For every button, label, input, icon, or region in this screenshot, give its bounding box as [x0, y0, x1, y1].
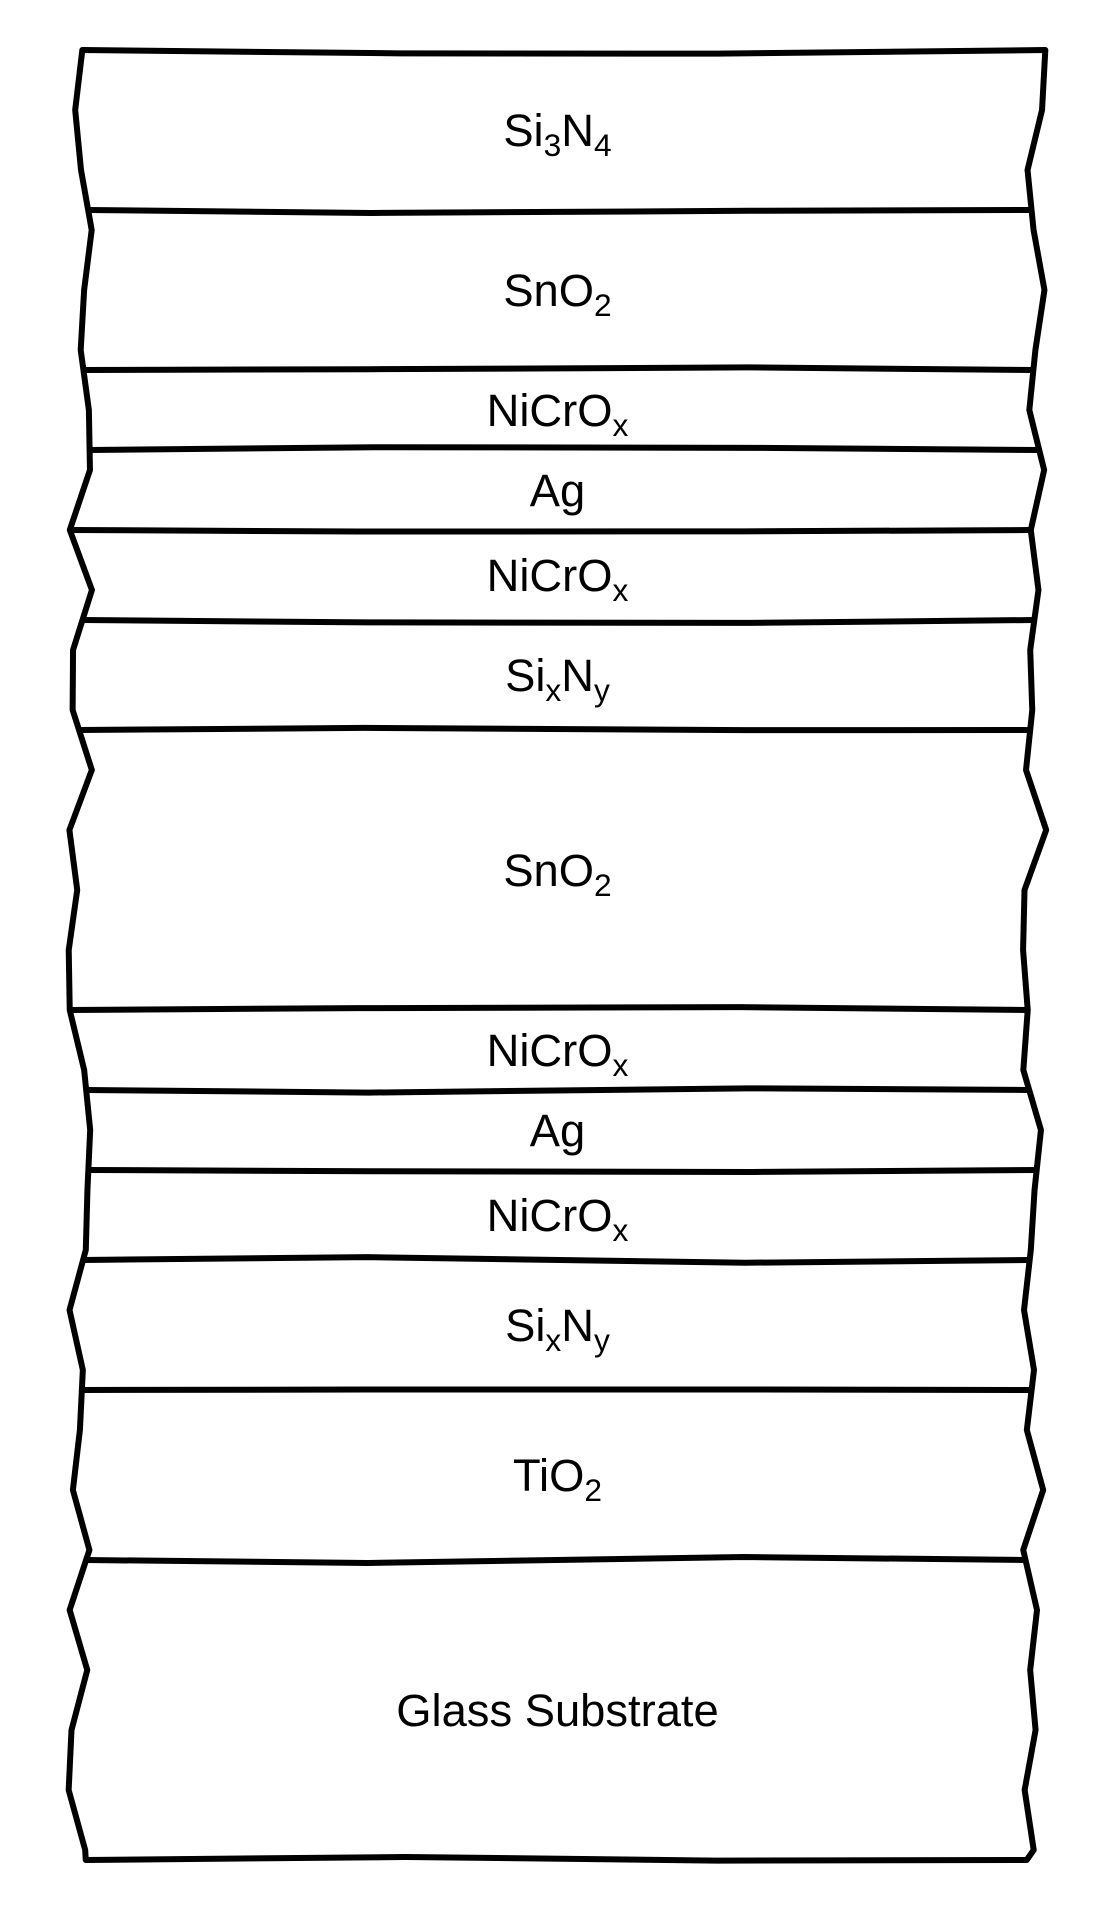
layer-stack-diagram: Si3N4SnO2NiCrOxAgNiCrOxSixNySnO2NiCrOxAg…	[0, 0, 1115, 1921]
layer-boundary	[88, 210, 1031, 213]
layer-boundary	[90, 447, 1040, 450]
layer-boundary	[82, 620, 1034, 623]
layer-boundary	[83, 367, 1033, 370]
layer-boundary	[83, 1257, 1030, 1263]
layer-boundary	[86, 1088, 1029, 1092]
outline-path	[69, 50, 1047, 1861]
layer-boundary	[86, 1557, 1025, 1563]
layer-boundary	[88, 1170, 1036, 1172]
layer-boundary	[70, 530, 1031, 531]
layer-stack-svg	[0, 0, 1115, 1921]
layer-boundary	[70, 1007, 1028, 1010]
layer-boundary	[79, 728, 1030, 730]
